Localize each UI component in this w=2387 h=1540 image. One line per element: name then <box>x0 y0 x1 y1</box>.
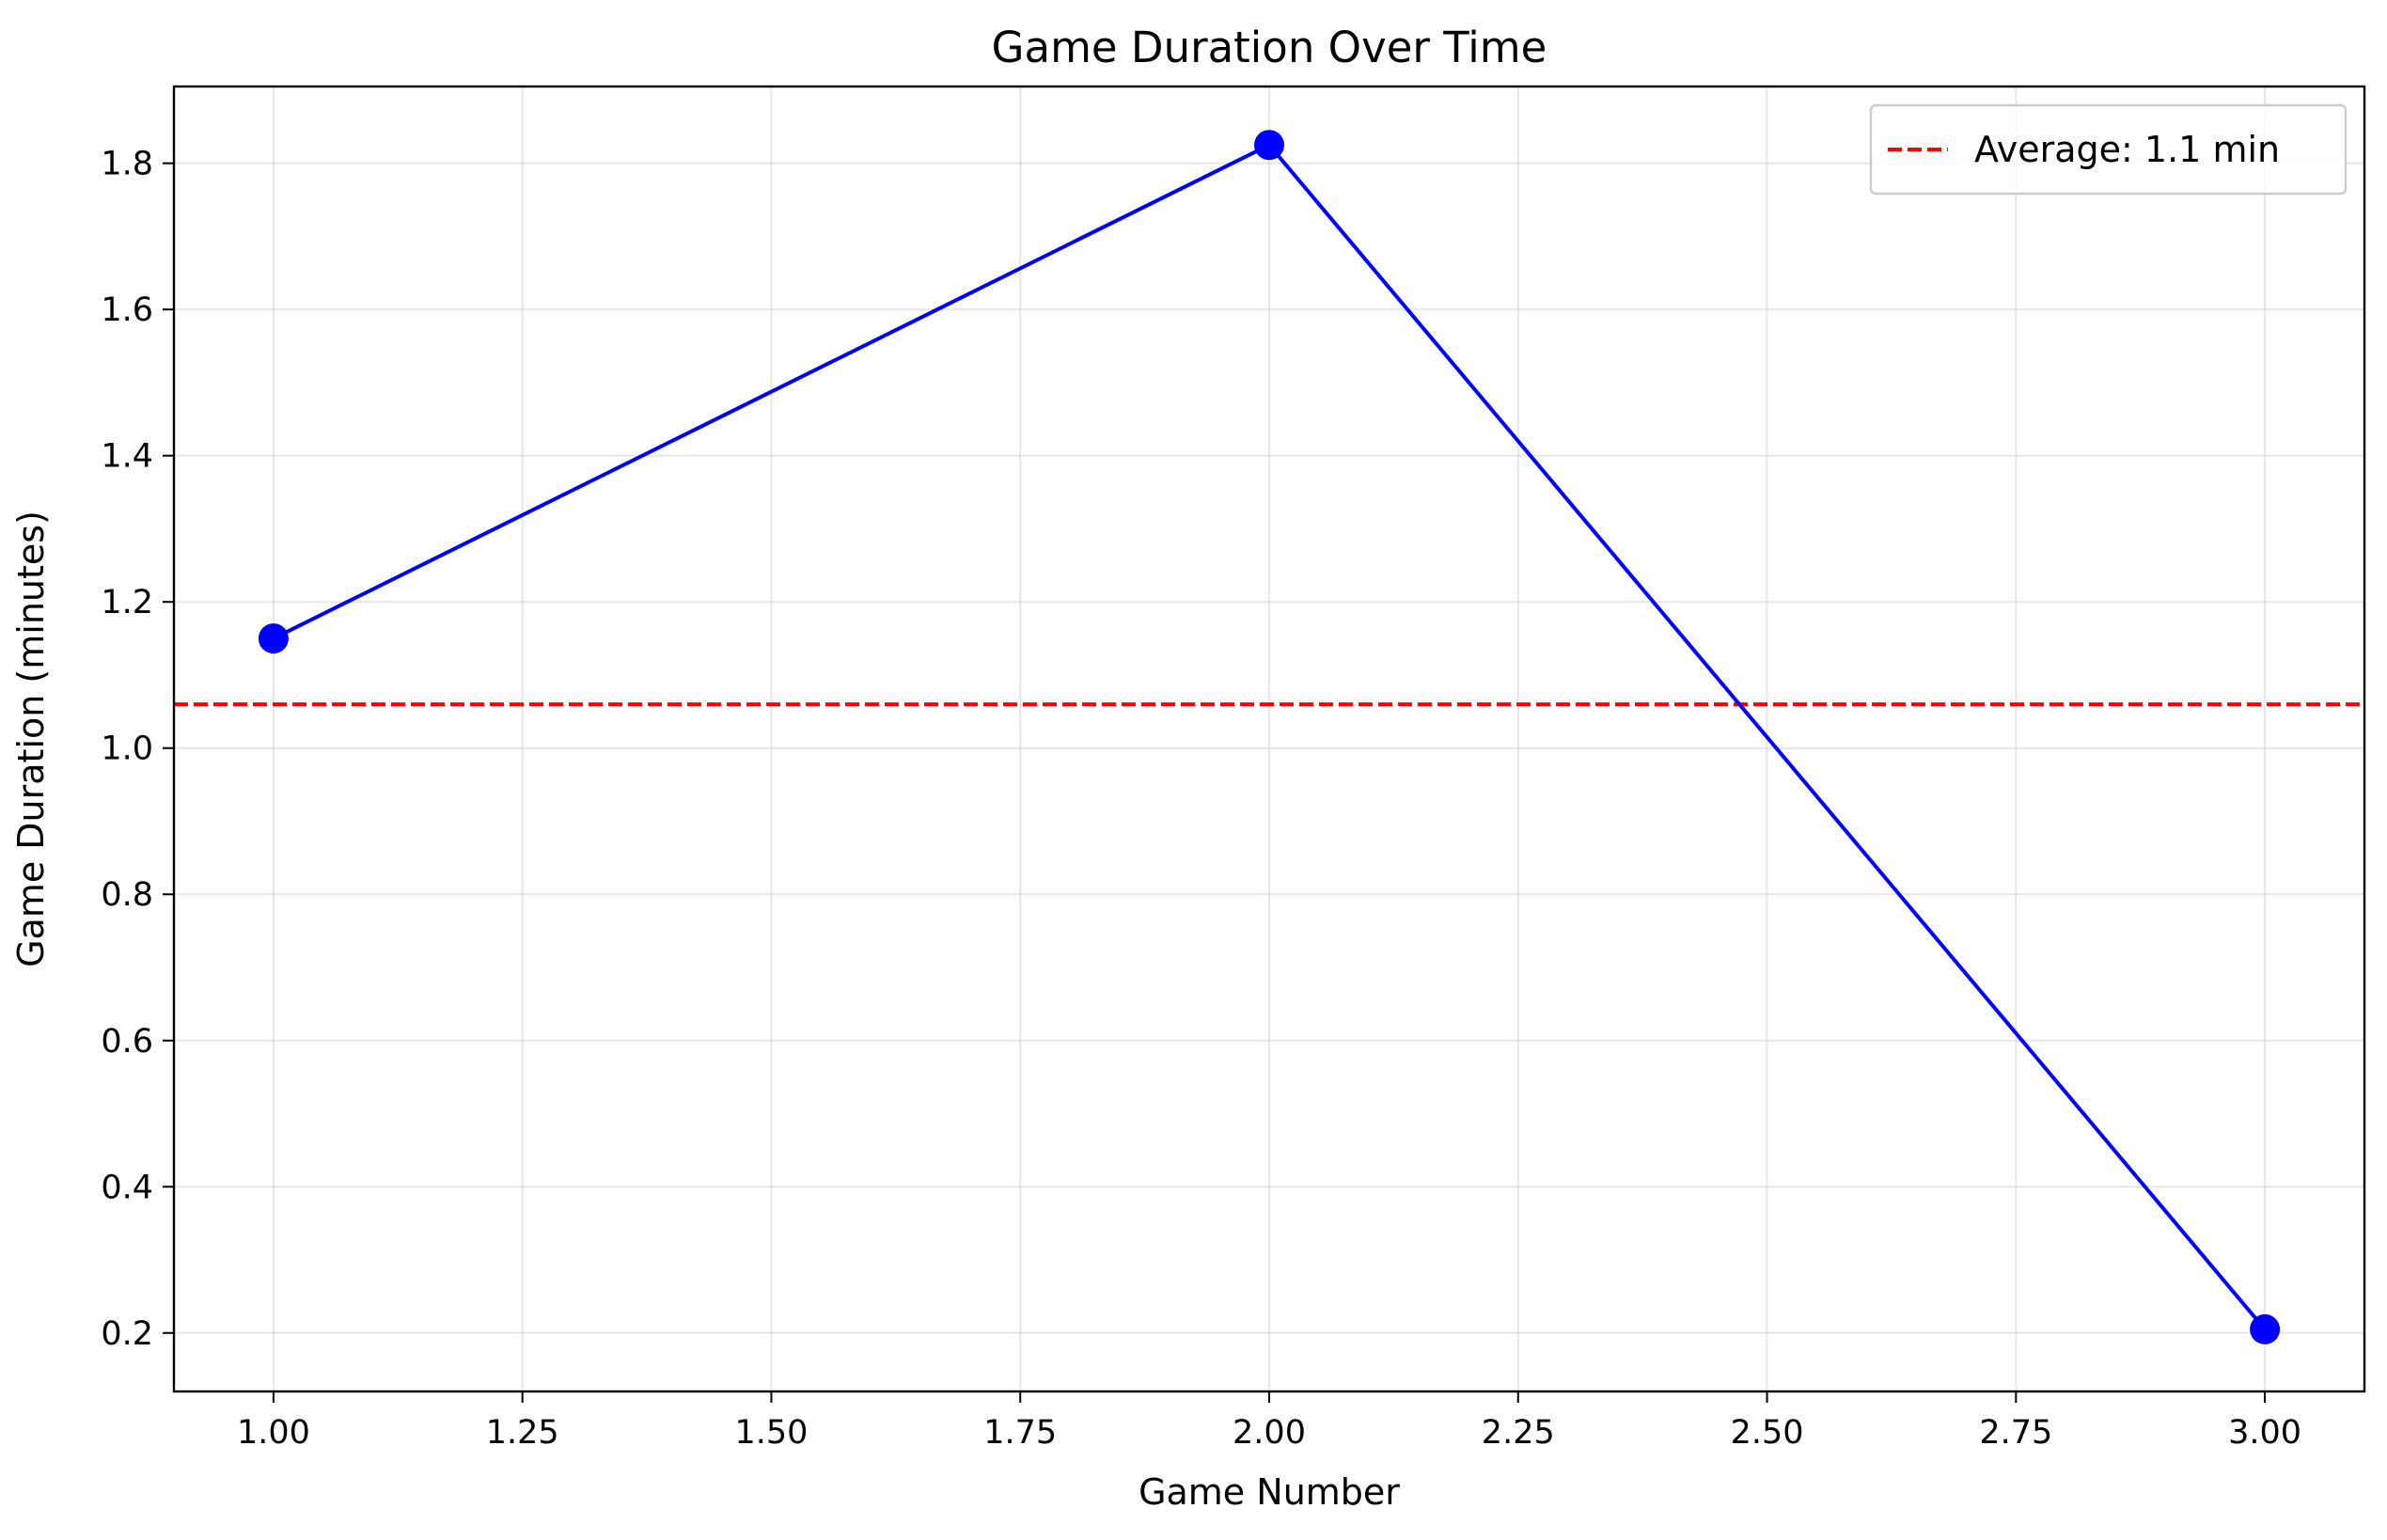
y-tick-label: 1.8 <box>101 146 153 183</box>
data-point <box>258 623 289 654</box>
y-axis-title: Game Duration (minutes) <box>10 511 52 967</box>
y-tick-label: 1.0 <box>101 731 153 768</box>
x-tick-label: 2.50 <box>1731 1414 1804 1452</box>
data-point <box>2250 1313 2281 1344</box>
x-tick-label: 1.25 <box>486 1414 559 1452</box>
chart-title: Game Duration Over Time <box>992 23 1547 72</box>
data-point <box>1254 130 1284 161</box>
grid <box>174 86 2364 1391</box>
legend-box <box>1869 103 2348 196</box>
x-tick-label: 2.00 <box>1233 1414 1306 1452</box>
x-tick-label: 1.50 <box>734 1414 808 1452</box>
y-tick-label: 0.2 <box>101 1315 153 1353</box>
y-tick-label: 0.4 <box>101 1169 153 1206</box>
axis-ticks: 1.00 1.25 1.50 1.75 2.00 2.25 2.50 2.75 3.00 0.2 0… <box>101 146 2301 1452</box>
x-tick-label: 2.75 <box>1979 1414 2052 1452</box>
y-tick-label: 1.4 <box>101 438 153 476</box>
y-tick-label: 0.6 <box>101 1023 153 1061</box>
x-tick-label: 2.25 <box>1482 1414 1555 1452</box>
x-tick-label: 3.00 <box>2228 1414 2301 1452</box>
legend: Average: 1.1 min <box>1869 103 2348 196</box>
x-axis-title: Game Number <box>1139 1471 1400 1513</box>
data-series <box>258 130 2281 1344</box>
x-tick-label: 1.75 <box>983 1414 1057 1452</box>
x-tick-label: 1.00 <box>237 1414 310 1452</box>
y-tick-label: 0.8 <box>101 876 153 914</box>
legend-label-average: Average: 1.1 min <box>1974 129 2280 170</box>
y-tick-label: 1.2 <box>101 584 153 621</box>
y-tick-label: 1.6 <box>101 291 153 329</box>
